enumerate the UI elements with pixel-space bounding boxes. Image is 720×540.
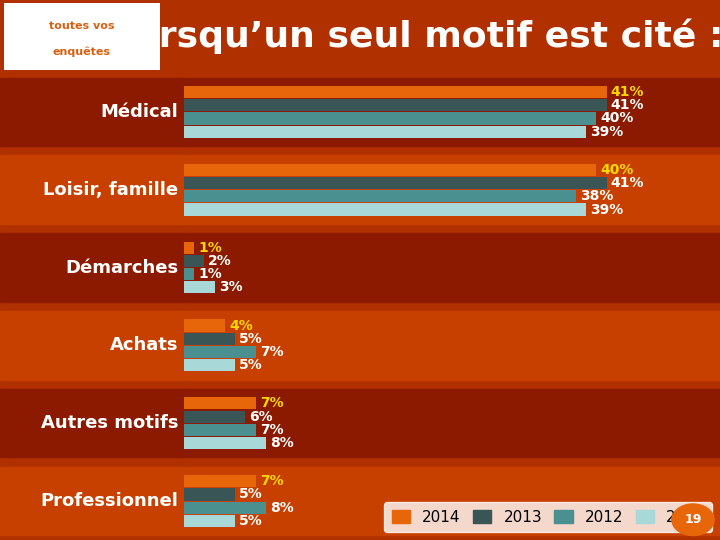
- Bar: [184, 346, 256, 358]
- Text: 40%: 40%: [600, 111, 634, 125]
- Text: 19: 19: [684, 513, 702, 526]
- Bar: [184, 515, 235, 527]
- Text: Autres motifs: Autres motifs: [40, 414, 178, 432]
- Text: 5%: 5%: [239, 488, 263, 502]
- Bar: [184, 177, 606, 189]
- Text: enquêtes: enquêtes: [53, 46, 111, 57]
- Bar: [184, 281, 215, 293]
- Bar: [184, 410, 246, 423]
- Bar: [184, 311, 720, 380]
- Circle shape: [672, 504, 714, 536]
- Bar: [184, 99, 606, 111]
- Bar: [184, 164, 596, 176]
- Text: 39%: 39%: [590, 202, 624, 217]
- Bar: [0, 233, 184, 302]
- Text: Démarches: Démarches: [65, 259, 178, 276]
- Bar: [0, 311, 184, 380]
- Text: 8%: 8%: [270, 501, 294, 515]
- Text: 40%: 40%: [600, 163, 634, 177]
- Bar: [184, 424, 256, 436]
- Bar: [184, 241, 194, 254]
- Legend: 2014, 2013, 2012, 2011: 2014, 2013, 2012, 2011: [384, 502, 712, 532]
- Bar: [184, 502, 266, 514]
- Text: 5%: 5%: [239, 358, 263, 372]
- Text: 7%: 7%: [260, 474, 284, 488]
- Bar: [184, 233, 720, 302]
- Text: 8%: 8%: [270, 436, 294, 450]
- Text: 5%: 5%: [239, 332, 263, 346]
- Text: 39%: 39%: [590, 125, 624, 139]
- Bar: [184, 397, 256, 409]
- Bar: [184, 78, 720, 146]
- Text: 41%: 41%: [611, 176, 644, 190]
- Text: 1%: 1%: [198, 267, 222, 281]
- Text: 41%: 41%: [611, 85, 644, 99]
- Text: 4%: 4%: [229, 319, 253, 333]
- Text: Loisir, famille: Loisir, famille: [43, 181, 178, 199]
- Bar: [0, 389, 184, 457]
- Bar: [184, 86, 606, 98]
- Bar: [184, 268, 194, 280]
- Text: 6%: 6%: [250, 410, 274, 423]
- Bar: [0, 467, 184, 535]
- Bar: [184, 190, 575, 202]
- Text: 5%: 5%: [239, 514, 263, 528]
- Bar: [184, 320, 225, 332]
- Text: Achats: Achats: [109, 336, 178, 354]
- Bar: [184, 467, 720, 535]
- Bar: [184, 359, 235, 372]
- Bar: [184, 437, 266, 449]
- Bar: [184, 126, 586, 138]
- Bar: [184, 389, 720, 457]
- Bar: [184, 204, 586, 215]
- Bar: [184, 475, 256, 487]
- Text: toutes vos: toutes vos: [49, 21, 114, 31]
- Bar: [184, 255, 204, 267]
- Bar: [184, 488, 235, 501]
- Text: 2%: 2%: [208, 254, 232, 268]
- Bar: [0, 78, 184, 146]
- Text: Médical: Médical: [100, 103, 178, 121]
- Text: Lorsqu’un seul motif est cité :: Lorsqu’un seul motif est cité :: [112, 19, 720, 54]
- Text: 3%: 3%: [219, 280, 243, 294]
- Text: 38%: 38%: [580, 190, 613, 203]
- Text: 41%: 41%: [611, 98, 644, 112]
- Text: 7%: 7%: [260, 423, 284, 437]
- Bar: [184, 333, 235, 345]
- Text: Professionnel: Professionnel: [40, 492, 178, 510]
- Bar: [184, 156, 720, 224]
- Text: 7%: 7%: [260, 345, 284, 359]
- Bar: [0, 156, 184, 224]
- Text: 7%: 7%: [260, 396, 284, 410]
- Text: 1%: 1%: [198, 241, 222, 255]
- Bar: [184, 112, 596, 125]
